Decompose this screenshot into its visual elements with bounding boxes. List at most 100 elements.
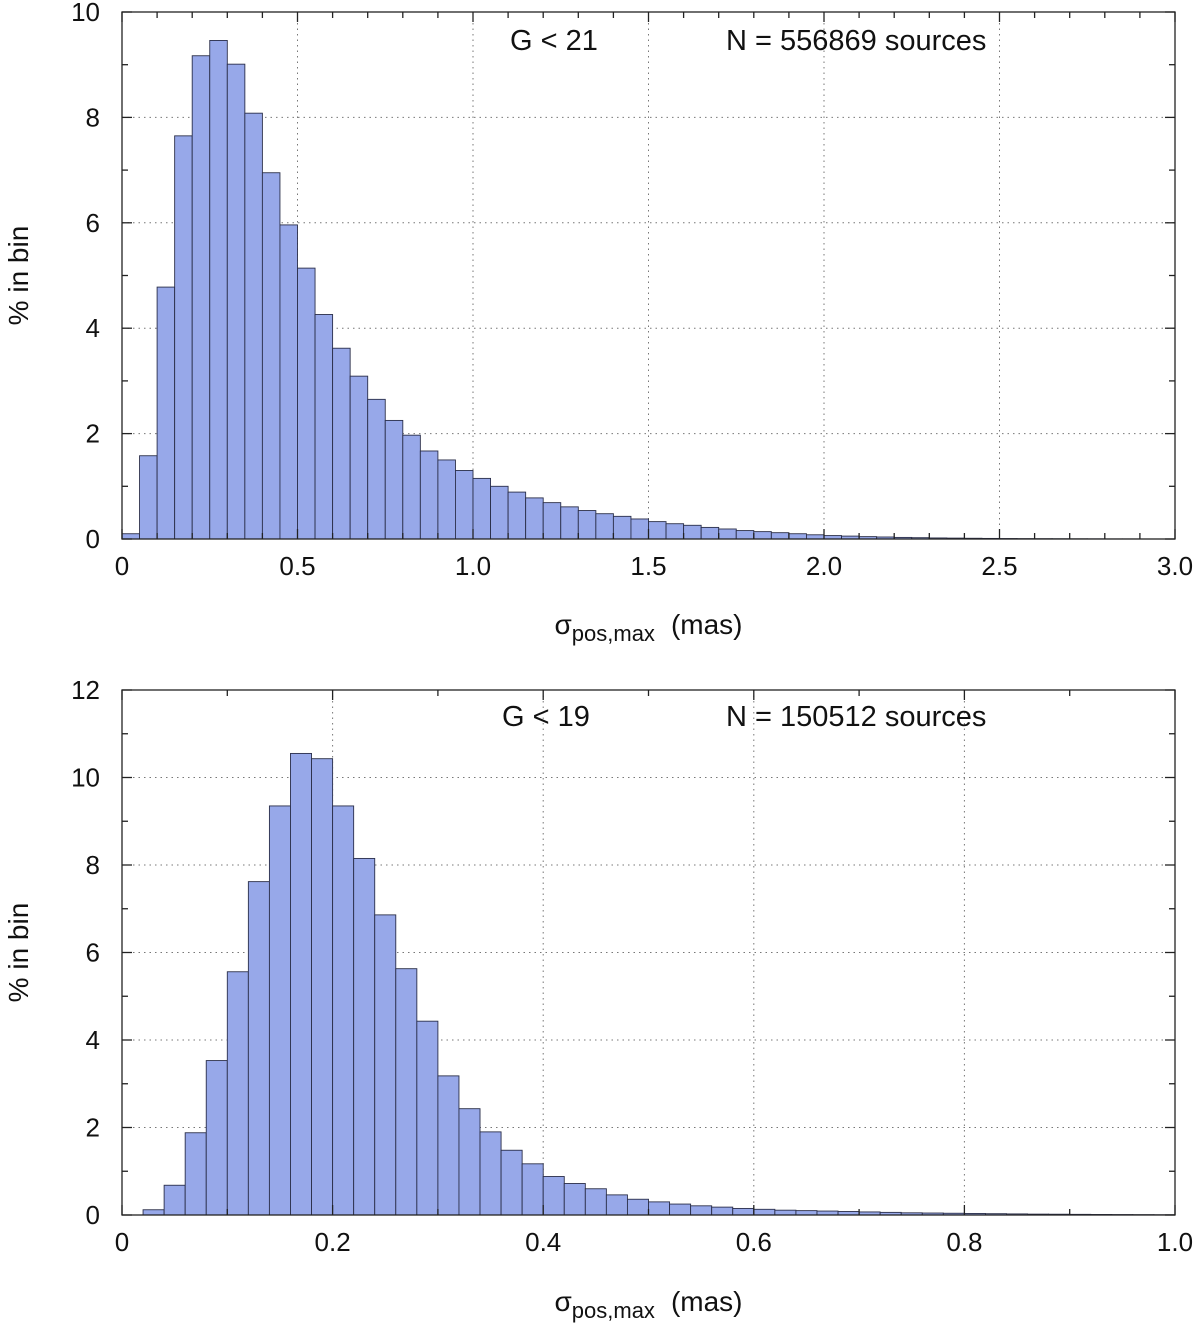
source-count-annotation: N = 150512 sources (726, 701, 986, 733)
magnitude-limit-annotation: G < 19 (502, 701, 590, 733)
histogram-bars (121, 40, 1176, 540)
histogram-bar (332, 347, 351, 540)
histogram-bar (542, 1176, 565, 1216)
histogram-bar (665, 523, 685, 540)
histogram-bar (437, 459, 456, 540)
histogram-bar (753, 1208, 776, 1216)
x-tick-label: 3.0 (1157, 551, 1193, 581)
histogram-bar (205, 1060, 228, 1216)
histogram-bar (268, 805, 291, 1216)
histogram-panel-1: 0 0.5 1.0 1.5 2.0 2.5 3.0 0 2 4 6 8 10 σpos,max (mas)%… (3, 0, 1193, 646)
x-tick-label: 1.0 (1157, 1227, 1193, 1257)
histogram-bar (479, 1131, 502, 1216)
y-tick-label: 6 (86, 208, 100, 238)
histogram-bar (163, 1184, 186, 1216)
histogram-bar (226, 63, 246, 540)
histogram-bar (525, 497, 544, 540)
axis-ticks (121, 689, 1176, 1216)
y-tick-label: 6 (86, 938, 100, 968)
histogram-bar (584, 1188, 607, 1216)
histogram-bar (139, 455, 158, 540)
x-axis-unit: (mas) (671, 609, 743, 640)
histogram-bar (595, 513, 614, 540)
histogram-bar (174, 135, 193, 540)
histogram-bar (711, 1206, 734, 1216)
y-tick-label: 2 (86, 1113, 100, 1143)
y-tick-label: 4 (86, 313, 100, 343)
histogram-bar (542, 502, 562, 540)
y-tick-label: 2 (86, 419, 100, 449)
histogram-bar (458, 1108, 481, 1216)
x-tick-label: 0.2 (315, 1227, 351, 1257)
x-axis-unit: (mas) (671, 1286, 743, 1317)
x-tick-label: 0 (115, 1227, 129, 1257)
histogram-bar (416, 1020, 439, 1216)
histogram-bar (648, 521, 667, 540)
x-axis-subscript: pos,max (572, 621, 655, 646)
histogram-bar (683, 524, 702, 540)
histogram-bar (279, 224, 298, 540)
histogram-bar (455, 470, 474, 540)
histogram-bar (735, 530, 755, 540)
histogram-bar (753, 531, 772, 540)
histogram-bar (795, 1210, 818, 1216)
y-axis-title: % in bin (3, 903, 34, 1003)
histogram-bar (332, 805, 355, 1216)
histogram-bar (402, 434, 421, 540)
axis-ticks (121, 11, 1176, 540)
histogram-bar (718, 528, 737, 540)
x-tick-label: 0.6 (736, 1227, 772, 1257)
histogram-bar (490, 485, 509, 540)
histogram-bar (472, 477, 491, 540)
y-axis-title: % in bin (3, 226, 34, 326)
histogram-bars (142, 752, 1176, 1216)
histogram-bar (209, 40, 228, 540)
histogram-bar (226, 971, 249, 1216)
histogram-bar (142, 1209, 165, 1216)
histogram-bar (121, 533, 140, 540)
histogram-bar (690, 1205, 713, 1216)
histogram-bar (353, 857, 376, 1216)
y-tick-label: 0 (86, 524, 100, 554)
x-tick-label: 0 (115, 551, 129, 581)
histogram-bar (788, 533, 807, 540)
y-tick-label: 0 (86, 1200, 100, 1230)
histogram-bar (605, 1194, 628, 1216)
histogram-bar (184, 1132, 207, 1216)
histogram-bar (669, 1203, 692, 1216)
histogram-bar (500, 1149, 523, 1216)
y-tick-label: 12 (71, 675, 100, 705)
source-count-annotation: N = 556869 sources (726, 25, 986, 57)
x-tick-label: 1.0 (455, 551, 491, 581)
x-tick-label: 0.4 (525, 1227, 561, 1257)
histogram-bar (770, 532, 790, 540)
x-axis-title: σpos,max (mas) (555, 609, 743, 646)
x-tick-label: 2.0 (806, 551, 842, 581)
histogram-bar (630, 518, 649, 540)
histogram-bar (521, 1163, 544, 1216)
y-tick-label: 8 (86, 850, 100, 880)
histogram-bar (156, 286, 176, 540)
histogram-bar (419, 450, 439, 540)
histogram-bar (247, 881, 270, 1216)
histogram-bar (774, 1209, 797, 1216)
histogram-bar (244, 112, 263, 540)
y-tick-label: 8 (86, 102, 100, 132)
x-tick-label: 1.5 (630, 551, 666, 581)
x-axis-title: σpos,max (mas) (555, 1286, 743, 1323)
histogram-bar (290, 752, 312, 1216)
histogram-bar (314, 314, 334, 540)
y-tick-label: 4 (86, 1025, 100, 1055)
histogram-bar (374, 914, 397, 1216)
histogram-bar (437, 1075, 460, 1216)
histogram-bar (395, 968, 418, 1216)
y-tick-label: 10 (71, 0, 100, 27)
x-axis-symbol: σ (555, 1286, 572, 1317)
histogram-bar (577, 510, 597, 540)
x-tick-label: 0.8 (946, 1227, 982, 1257)
histogram-bar (732, 1207, 755, 1216)
histogram-bar (261, 172, 281, 540)
x-axis-symbol: σ (555, 609, 572, 640)
histogram-bar (191, 55, 211, 540)
histogram-bar (648, 1201, 671, 1216)
